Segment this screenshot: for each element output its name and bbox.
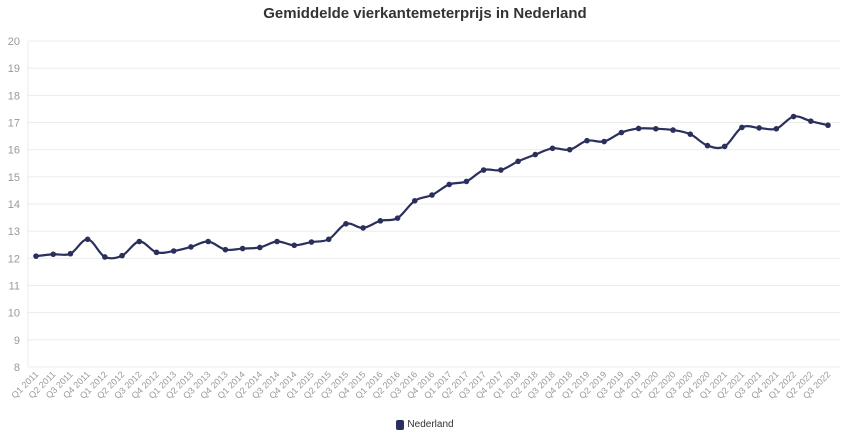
y-tick-label: 18 bbox=[8, 90, 20, 102]
data-point bbox=[153, 249, 160, 256]
data-point bbox=[50, 251, 57, 258]
data-point bbox=[584, 137, 590, 144]
data-point bbox=[170, 248, 177, 254]
y-tick-label: 11 bbox=[9, 281, 20, 293]
data-point bbox=[704, 142, 711, 149]
y-tick-label: 10 bbox=[8, 308, 20, 320]
data-point bbox=[257, 244, 263, 251]
data-point bbox=[463, 178, 470, 185]
data-point bbox=[756, 125, 762, 131]
data-point bbox=[222, 246, 229, 253]
data-point bbox=[446, 181, 453, 188]
data-point bbox=[360, 225, 366, 231]
data-point bbox=[739, 124, 745, 131]
data-point bbox=[411, 197, 418, 204]
data-point bbox=[687, 131, 694, 137]
data-point bbox=[618, 129, 625, 136]
y-tick-label: 14 bbox=[8, 199, 20, 211]
data-point bbox=[429, 192, 435, 198]
data-point bbox=[790, 113, 797, 120]
legend-label: Nederland bbox=[407, 419, 454, 430]
y-tick-label: 8 bbox=[14, 362, 20, 374]
data-point bbox=[67, 250, 74, 257]
data-point bbox=[188, 244, 194, 250]
data-point bbox=[394, 215, 401, 221]
data-point bbox=[532, 151, 539, 158]
y-tick-label: 13 bbox=[8, 226, 20, 238]
legend-swatch bbox=[396, 419, 405, 430]
data-point bbox=[566, 146, 573, 153]
legend[interactable]: Nederland bbox=[0, 419, 850, 430]
data-point bbox=[274, 238, 280, 245]
data-point bbox=[653, 125, 659, 132]
data-point bbox=[291, 242, 298, 249]
data-point bbox=[807, 118, 814, 124]
data-point bbox=[84, 236, 91, 243]
data-point bbox=[601, 138, 607, 145]
chart-title: Gemiddelde vierkantemeterprijs in Nederl… bbox=[263, 5, 587, 22]
data-point bbox=[308, 239, 315, 245]
data-point bbox=[239, 245, 246, 252]
data-point bbox=[377, 218, 384, 224]
series-line-nederland bbox=[35, 115, 829, 260]
data-point bbox=[825, 122, 831, 129]
data-point bbox=[721, 143, 728, 150]
data-point bbox=[498, 167, 504, 173]
data-point bbox=[480, 167, 487, 173]
y-tick-label: 17 bbox=[8, 118, 20, 130]
data-point bbox=[102, 254, 108, 260]
data-point bbox=[635, 125, 642, 132]
y-tick-label: 19 bbox=[8, 63, 20, 75]
y-tick-label: 15 bbox=[8, 172, 20, 184]
data-point bbox=[343, 221, 349, 227]
data-point bbox=[515, 158, 521, 165]
data-point bbox=[119, 252, 125, 259]
data-point bbox=[33, 253, 39, 259]
data-point bbox=[670, 127, 676, 133]
y-tick-label: 20 bbox=[8, 36, 20, 48]
y-tick-label: 9 bbox=[14, 335, 20, 347]
y-tick-label: 16 bbox=[8, 145, 20, 157]
y-tick-label: 12 bbox=[8, 253, 20, 265]
data-point bbox=[549, 145, 556, 152]
data-point bbox=[136, 238, 143, 245]
data-point bbox=[205, 238, 211, 245]
data-point bbox=[325, 236, 332, 243]
data-point bbox=[773, 125, 780, 132]
